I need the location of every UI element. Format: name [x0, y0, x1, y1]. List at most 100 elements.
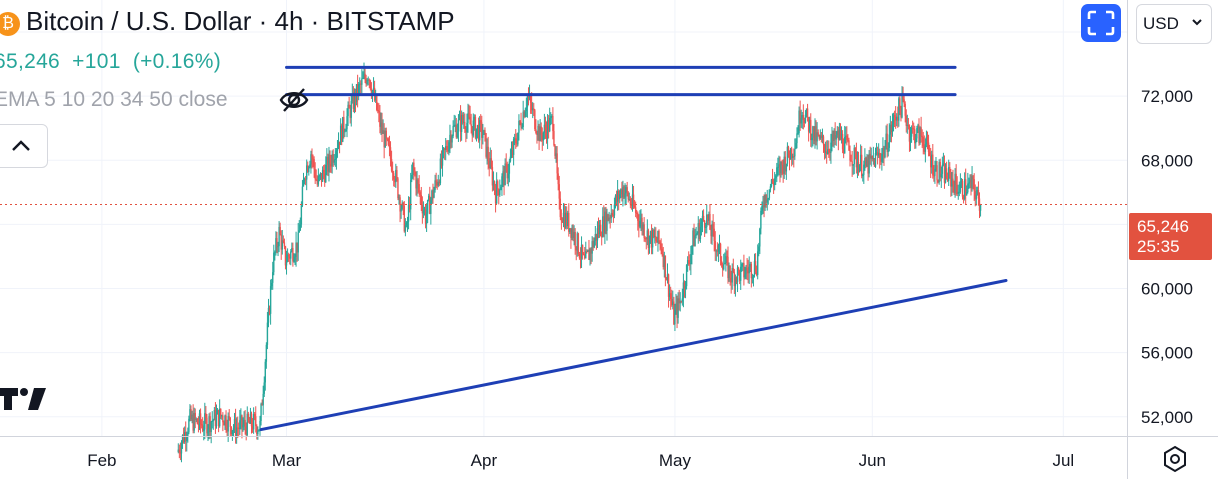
candle-body	[797, 133, 799, 135]
tradingview-logo[interactable]	[0, 384, 50, 414]
candle-body	[425, 213, 428, 224]
candle-body	[914, 129, 916, 144]
candle-body	[622, 187, 624, 198]
candle-body	[575, 246, 577, 251]
candle-body	[610, 212, 612, 219]
candle-body	[382, 130, 384, 134]
candle-body	[754, 261, 757, 272]
candle-body	[222, 415, 224, 423]
candle-body	[216, 409, 219, 415]
candle-body	[616, 191, 619, 202]
candle-body	[232, 428, 235, 431]
candle-body	[712, 224, 714, 229]
candle-body	[442, 148, 445, 151]
candle-body	[808, 119, 811, 132]
candle-body	[386, 138, 389, 140]
candle-body	[966, 191, 968, 195]
candle-body	[688, 260, 690, 264]
candle-body	[556, 153, 558, 174]
candle-body	[609, 217, 611, 219]
candle-body	[308, 167, 310, 172]
candle-body	[856, 162, 859, 168]
candle-body	[968, 182, 970, 184]
fullscreen-button[interactable]	[1081, 4, 1121, 42]
candle-body	[390, 158, 393, 171]
candle-body	[911, 127, 914, 129]
candle-body	[815, 126, 817, 142]
trendline[interactable]	[259, 279, 1008, 432]
candle-body	[398, 197, 400, 199]
candle-body	[329, 154, 331, 164]
candle-body	[299, 224, 302, 231]
candle-body	[517, 132, 519, 145]
candle-body	[699, 226, 702, 239]
candle-body	[675, 303, 677, 311]
candle-body	[330, 163, 332, 167]
candle-body	[592, 241, 594, 248]
candle-body	[581, 244, 584, 255]
candle-body	[638, 220, 640, 227]
candle-body	[694, 235, 696, 247]
candle-body	[810, 119, 812, 141]
candle-body	[539, 126, 541, 142]
candle-body	[849, 150, 851, 161]
candle-body	[393, 173, 395, 180]
candle-body	[192, 414, 194, 431]
candle-body	[543, 124, 546, 133]
candle-body	[439, 158, 442, 184]
indicator-legend[interactable]: EMA 5 10 20 34 50 close	[0, 88, 228, 112]
candle-body	[567, 212, 569, 226]
candle-body	[905, 115, 907, 126]
candle-body	[854, 147, 857, 152]
candle-body	[286, 254, 289, 262]
candle-body	[472, 120, 474, 136]
candle-body	[229, 417, 231, 427]
candle-body	[896, 116, 898, 121]
candle-body	[867, 159, 869, 174]
candle-body	[429, 195, 431, 214]
candle-body	[483, 130, 485, 135]
candle-body	[233, 418, 236, 429]
currency-select[interactable]: USD	[1136, 4, 1212, 44]
candle-body	[804, 114, 807, 123]
candle-body	[362, 77, 364, 79]
candle-body	[660, 243, 662, 249]
candle-body	[189, 409, 191, 419]
candle-body	[314, 169, 316, 180]
candle-body	[487, 146, 489, 162]
candle-body	[265, 344, 268, 362]
candle-body	[734, 277, 737, 287]
candle-body	[830, 142, 832, 153]
candle-body	[391, 170, 394, 174]
settings-icon[interactable]	[1160, 444, 1190, 474]
candle-body	[748, 266, 750, 274]
candle-body	[648, 235, 651, 248]
candle-body	[431, 190, 433, 201]
candle-body	[782, 164, 784, 174]
candle-body	[481, 122, 483, 138]
candle-body	[783, 156, 785, 174]
candle-body	[820, 135, 823, 138]
candle-body	[666, 274, 669, 280]
candle-body	[458, 115, 461, 120]
collapse-legend-button[interactable]	[0, 124, 48, 168]
candle-body	[240, 415, 242, 421]
candle-body	[601, 236, 603, 238]
candle-body	[744, 274, 746, 278]
candle-body	[177, 449, 179, 453]
candle-body	[857, 162, 860, 173]
time-axis[interactable]: Feb Mar Apr May Jun Jul	[87, 451, 1074, 470]
candle-body	[812, 126, 814, 138]
trendlines-layer[interactable]	[259, 65, 1008, 432]
candle-body	[682, 282, 685, 299]
candle-body	[394, 179, 396, 183]
candle-body	[522, 111, 524, 127]
candle-body	[331, 154, 333, 167]
candle-body	[881, 153, 883, 162]
candle-body	[945, 168, 948, 179]
candle-body	[475, 128, 478, 138]
eye-off-icon[interactable]	[278, 86, 310, 114]
candle-body	[309, 164, 311, 168]
candle-body	[871, 155, 874, 159]
